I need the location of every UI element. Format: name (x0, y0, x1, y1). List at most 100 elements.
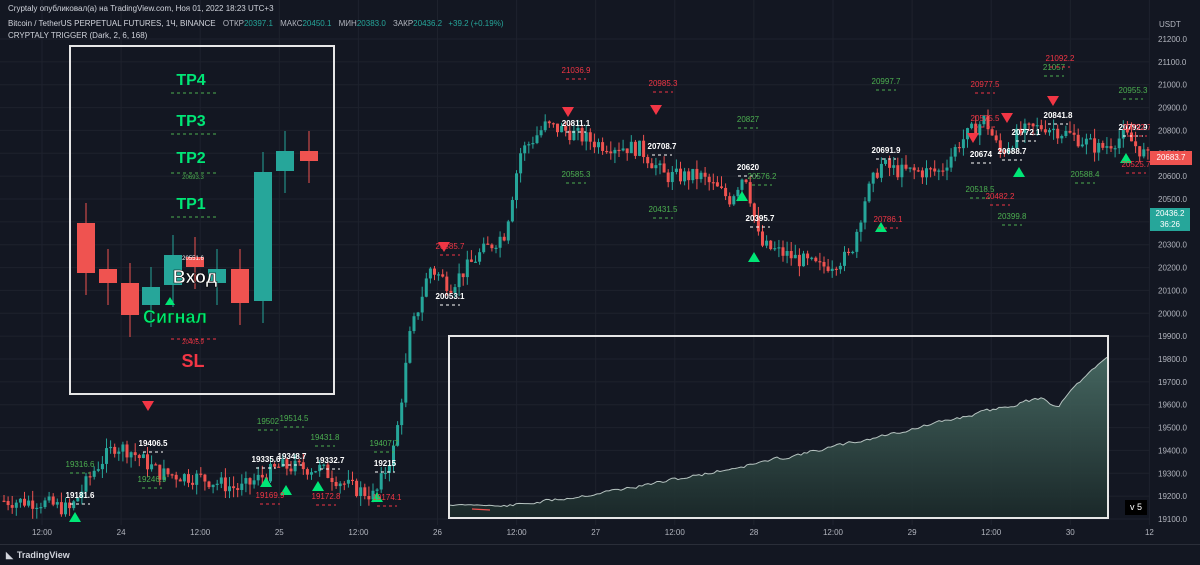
price-tick: 19800.0 (1158, 355, 1187, 364)
candle-body (1117, 138, 1121, 149)
candle-body (970, 123, 974, 129)
sell-signal-icon (1047, 96, 1059, 106)
level-label: 20053.1 (436, 292, 465, 301)
price-tick: 20800.0 (1158, 126, 1187, 135)
candle-body (170, 474, 174, 476)
candle-body (502, 236, 506, 241)
candle-body (777, 247, 781, 249)
candle-body (601, 142, 605, 151)
candle-body (1142, 149, 1146, 157)
level-label: 20399.8 (998, 212, 1027, 221)
time-tick: 25 (275, 528, 284, 537)
candle-body (195, 473, 199, 485)
candle-body (281, 459, 285, 467)
candle-body (920, 170, 924, 178)
candle-body (133, 452, 137, 456)
candle-body (884, 159, 887, 164)
candle-body (187, 474, 190, 483)
candle-body (461, 273, 465, 278)
candle-body (826, 266, 830, 271)
tradingview-logo[interactable]: ◣ TradingView (6, 550, 70, 561)
candle-body (941, 170, 945, 172)
candle-body (424, 278, 428, 297)
equity-line (449, 356, 1108, 507)
level-label: 20482.2 (986, 192, 1015, 201)
candle-body (752, 203, 756, 217)
signal-markers (69, 96, 1132, 522)
candle-body (1121, 128, 1125, 139)
candle-body (1146, 149, 1150, 151)
time-tick: 12:00 (348, 528, 369, 537)
inset-candle-body (121, 283, 139, 315)
level-label: 20708.7 (648, 142, 677, 151)
candle-body (375, 489, 379, 491)
candle-body (14, 502, 18, 508)
candle-body (346, 479, 350, 484)
level-label: 20431.5 (649, 205, 678, 214)
candle-body (482, 243, 486, 253)
equity-area (450, 357, 1107, 517)
inset-candle-body (186, 257, 204, 267)
sell-signal-icon (142, 401, 154, 411)
candle-body (785, 251, 789, 256)
candle-body (814, 257, 818, 262)
buy-signal-icon (875, 222, 887, 232)
candle-body (437, 274, 441, 276)
candle-body (621, 148, 625, 151)
candle-body (428, 268, 432, 279)
candle-body (1027, 123, 1031, 125)
last-price-tag: 20436.2 (1150, 208, 1190, 220)
candle-body (240, 483, 244, 490)
candle-body (707, 176, 711, 183)
level-label: 19348.7 (278, 452, 307, 461)
level-label: 20620 (737, 163, 760, 172)
candle-body (154, 464, 158, 466)
level-label: 19332.7 (316, 456, 345, 465)
candle-body (162, 468, 166, 480)
candle-body (568, 130, 572, 141)
candle-body (560, 126, 564, 133)
level-label: 20575.5 (971, 114, 1000, 123)
candle-body (76, 497, 80, 502)
level-label: 20985.3 (649, 79, 678, 88)
level-label: 20955.3 (1119, 86, 1148, 95)
time-tick: 30 (1066, 528, 1075, 537)
candle-body (838, 265, 842, 270)
price-tick: 19700.0 (1158, 378, 1187, 387)
candle-body (543, 121, 547, 131)
inset-candles (77, 131, 318, 337)
candle-body (465, 259, 469, 278)
candle-body (547, 121, 551, 124)
candle-body (925, 168, 928, 178)
candle-body (662, 163, 666, 173)
candle-body (51, 496, 55, 505)
time-tick: 26 (433, 528, 442, 537)
candle-body (756, 216, 760, 232)
candle-body (642, 140, 646, 158)
candle-body (1097, 142, 1101, 153)
candle-body (297, 460, 301, 463)
candle-body (806, 253, 810, 259)
candlesticks (2, 109, 1150, 519)
candle-body (531, 143, 535, 145)
signal-arrow-icon (165, 297, 175, 305)
candle-body (31, 500, 35, 509)
candle-body (273, 464, 277, 467)
level-label: 21092.2 (1046, 54, 1075, 63)
candle-body (109, 446, 113, 449)
level-label: 19181.6 (66, 491, 95, 500)
candle-body (2, 500, 6, 502)
candle-body (510, 200, 514, 222)
candle-body (383, 472, 387, 475)
level-label: 20688.7 (998, 147, 1027, 156)
level-label: 19174.1 (373, 493, 402, 502)
candle-body (1134, 141, 1138, 147)
candle-body (363, 487, 367, 496)
candle-body (318, 464, 322, 472)
candle-body (584, 132, 588, 142)
candle-body (588, 132, 592, 142)
candle-body (113, 446, 117, 454)
price-tick: 21200.0 (1158, 35, 1187, 44)
